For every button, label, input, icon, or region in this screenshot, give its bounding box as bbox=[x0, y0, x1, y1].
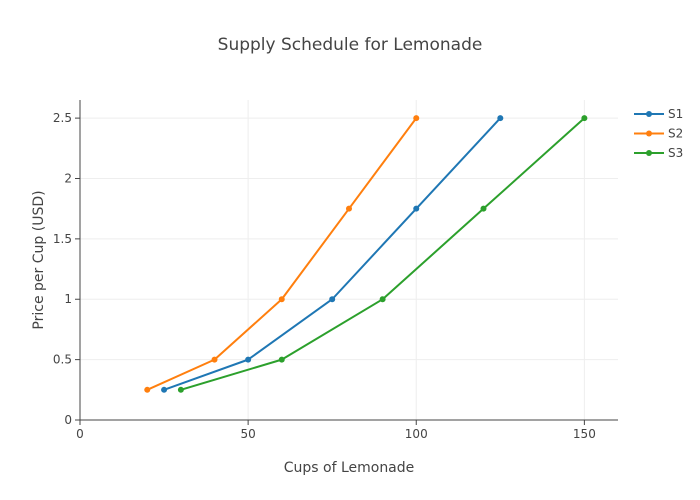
x-tick-label: 100 bbox=[405, 427, 428, 441]
data-point-s1[interactable] bbox=[245, 356, 252, 363]
x-axis-ticks: 0 50 100 150 bbox=[76, 420, 596, 441]
data-point-s3[interactable] bbox=[379, 296, 386, 303]
legend-item-s3[interactable]: S3 bbox=[634, 146, 683, 160]
data-point-s1[interactable] bbox=[161, 386, 168, 393]
data-point-s2[interactable] bbox=[413, 115, 420, 122]
data-point-s3[interactable] bbox=[177, 386, 184, 393]
legend[interactable]: S1 S2 S3 bbox=[634, 107, 683, 160]
data-point-s3[interactable] bbox=[581, 115, 588, 122]
data-point-s2[interactable] bbox=[346, 205, 352, 212]
y-tick-label: 2.5 bbox=[53, 111, 72, 125]
y-axis-ticks: 0 0.5 1 1.5 2 2.5 bbox=[53, 111, 80, 427]
data-point-s1[interactable] bbox=[413, 205, 420, 212]
y-tick-label: 0 bbox=[64, 413, 72, 427]
y-tick-label: 1.5 bbox=[53, 232, 72, 246]
x-tick-label: 150 bbox=[573, 427, 596, 441]
series-s3 bbox=[177, 115, 588, 393]
series-line-s1 bbox=[163, 117, 502, 391]
series-group bbox=[144, 115, 588, 393]
series-s1 bbox=[161, 115, 504, 393]
data-point-s2[interactable] bbox=[278, 296, 285, 303]
series-line-s2 bbox=[146, 117, 418, 391]
legend-swatch-marker bbox=[646, 130, 652, 137]
x-tick-label: 50 bbox=[240, 427, 255, 441]
series-line-s3 bbox=[180, 117, 586, 391]
data-point-s3[interactable] bbox=[480, 205, 487, 212]
data-point-s1[interactable] bbox=[497, 115, 504, 122]
data-point-s1[interactable] bbox=[329, 296, 336, 303]
legend-swatch-marker bbox=[646, 111, 652, 117]
x-tick-label: 0 bbox=[76, 427, 84, 441]
y-axis-title: Price per Cup (USD) bbox=[31, 190, 47, 329]
legend-label: S3 bbox=[668, 146, 683, 160]
axes bbox=[79, 100, 618, 421]
data-point-s2[interactable] bbox=[144, 386, 151, 393]
legend-label: S1 bbox=[668, 107, 683, 121]
legend-swatch-marker bbox=[646, 150, 652, 156]
legend-item-s2[interactable]: S2 bbox=[634, 127, 683, 141]
y-tick-label: 1 bbox=[64, 292, 72, 306]
y-tick-label: 0.5 bbox=[53, 353, 72, 367]
x-axis-title: Cups of Lemonade bbox=[284, 460, 415, 476]
data-point-s3[interactable] bbox=[278, 356, 285, 363]
data-point-s2[interactable] bbox=[211, 356, 218, 363]
grid-lines bbox=[80, 100, 618, 420]
legend-label: S2 bbox=[668, 127, 683, 141]
y-tick-label: 2 bbox=[64, 171, 72, 185]
series-s2 bbox=[144, 115, 420, 393]
chart-title: Supply Schedule for Lemonade bbox=[218, 35, 483, 55]
legend-item-s1[interactable]: S1 bbox=[634, 107, 683, 121]
